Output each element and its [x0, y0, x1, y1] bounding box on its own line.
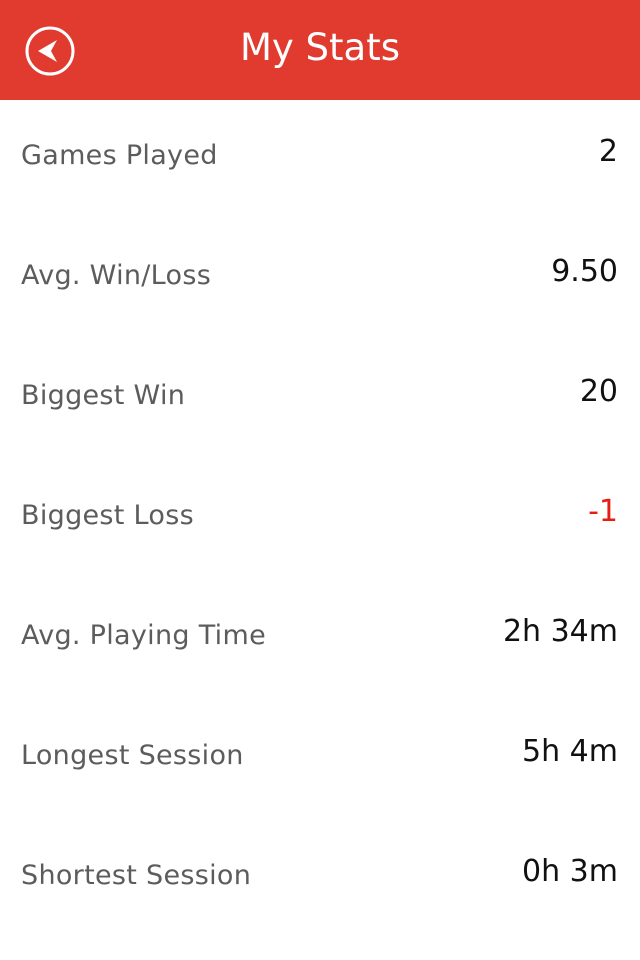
stat-label: Longest Session [21, 740, 244, 771]
stats-list: Games Played 2 Avg. Win/Loss 9.50 Bigges… [0, 100, 640, 940]
header-bar: My Stats [0, 0, 640, 100]
stat-value-negative: -1 [588, 494, 618, 529]
back-arrow-circle-icon [25, 26, 75, 76]
page-title: My Stats [239, 26, 401, 69]
stat-row-avg-win-loss: Avg. Win/Loss 9.50 [0, 220, 640, 340]
stat-value: 9.50 [551, 254, 618, 289]
stat-label: Avg. Playing Time [21, 620, 266, 651]
stat-value: 0h 3m [522, 854, 618, 889]
stat-row-games-played: Games Played 2 [0, 100, 640, 220]
stat-label: Games Played [21, 140, 218, 171]
stat-value: 20 [579, 374, 618, 409]
stat-label: Avg. Win/Loss [21, 260, 212, 291]
stat-row-longest-session: Longest Session 5h 4m [0, 700, 640, 820]
back-button[interactable] [24, 25, 76, 77]
stat-label: Biggest Win [21, 380, 186, 411]
stat-value: 2h 34m [502, 614, 618, 649]
stat-row-biggest-win: Biggest Win 20 [0, 340, 640, 460]
stat-value: 2 [598, 134, 618, 169]
stat-value: 5h 4m [522, 734, 618, 769]
stat-row-biggest-loss: Biggest Loss -1 [0, 460, 640, 580]
stat-row-avg-playing-time: Avg. Playing Time 2h 34m [0, 580, 640, 700]
stat-row-shortest-session: Shortest Session 0h 3m [0, 820, 640, 940]
stat-label: Shortest Session [21, 860, 252, 891]
stat-label: Biggest Loss [21, 500, 194, 531]
